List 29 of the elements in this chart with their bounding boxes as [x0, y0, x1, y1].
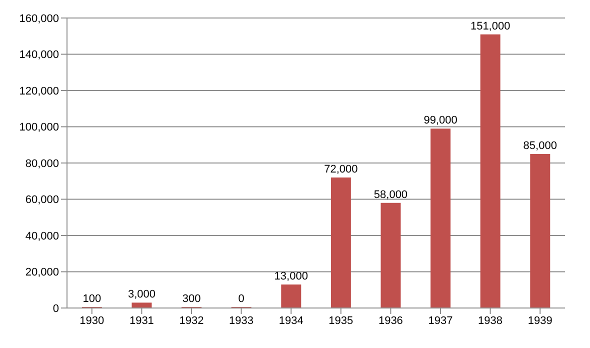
y-tick-label: 100,000 [19, 122, 59, 134]
x-tick-label: 1938 [478, 314, 503, 327]
x-tick-label: 1939 [528, 314, 552, 327]
x-tick-label: 1933 [229, 314, 254, 327]
data-label: 151,000 [470, 20, 510, 32]
data-label: 100 [82, 293, 102, 305]
x-tick-label: 1935 [328, 314, 354, 327]
data-label: 0 [238, 293, 244, 305]
x-tick-label: 1931 [129, 314, 154, 327]
x-tick-label: 1937 [428, 314, 453, 327]
data-label: 300 [182, 293, 201, 305]
data-label: 13,000 [274, 270, 308, 282]
data-label: 85,000 [523, 140, 557, 152]
data-label: 3,000 [128, 288, 156, 301]
x-tick-label: 1936 [378, 314, 403, 327]
y-tick-label: 140,000 [19, 49, 59, 62]
y-tick-label: 160,000 [19, 12, 59, 25]
data-label: 72,000 [324, 164, 358, 176]
x-tick-label: 1932 [179, 314, 204, 327]
data-label: 58,000 [374, 188, 408, 201]
y-tick-label: 0 [52, 302, 59, 315]
y-tick-label: 20,000 [25, 266, 59, 279]
data-label: 99,000 [424, 114, 458, 127]
y-tick-label: 120,000 [19, 85, 59, 98]
x-tick-label: 1934 [278, 314, 304, 327]
y-tick-label: 60,000 [25, 194, 59, 206]
y-tick-label: 80,000 [25, 158, 59, 170]
y-tick-label: 40,000 [25, 230, 59, 242]
x-tick-label: 1930 [80, 314, 104, 327]
